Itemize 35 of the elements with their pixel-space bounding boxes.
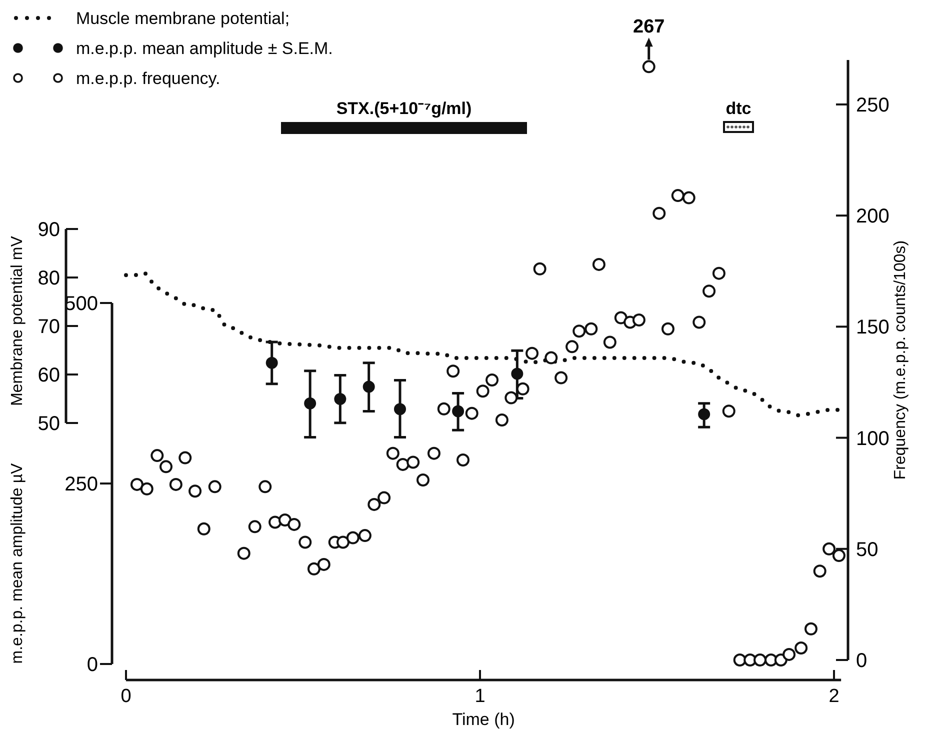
point bbox=[452, 405, 464, 418]
y2-tick-label: 0 bbox=[86, 654, 98, 676]
point bbox=[362, 380, 375, 393]
line-series bbox=[124, 271, 840, 418]
x-tick-label: 2 bbox=[828, 686, 840, 707]
legend-label: Muscle membrane potential; bbox=[76, 9, 290, 28]
y-tick-label: 100 bbox=[856, 428, 890, 450]
y3-tick-label: 60 bbox=[38, 364, 60, 386]
point bbox=[698, 408, 710, 420]
y-tick-label: 200 bbox=[856, 206, 890, 228]
y3-tick-label: 50 bbox=[38, 413, 60, 435]
x-axis-title: Time (h) bbox=[452, 710, 515, 729]
y-tick-label: 50 bbox=[856, 538, 878, 561]
annotation: dtc bbox=[726, 99, 752, 118]
annotation: STX.(5+10⁻⁷g/ml) bbox=[336, 99, 472, 118]
x-tick-label: 0 bbox=[120, 686, 132, 707]
y2-tick-label: 250 bbox=[64, 474, 98, 496]
y2-axis-title: m.e.p.p. mean amplitude µV bbox=[9, 462, 26, 664]
point bbox=[266, 356, 278, 369]
point bbox=[334, 393, 346, 406]
y-tick-label: 150 bbox=[856, 316, 890, 339]
legend-label: m.e.p.p. mean amplitude ± S.E.M. bbox=[76, 39, 333, 58]
legend-label: m.e.p.p. frequency. bbox=[76, 69, 220, 88]
point bbox=[304, 397, 316, 410]
x-tick-label: 1 bbox=[474, 686, 486, 707]
y3-tick-label: 70 bbox=[38, 316, 60, 338]
point bbox=[394, 403, 406, 416]
y3-tick-label: 90 bbox=[38, 219, 60, 241]
y3-tick-label: 80 bbox=[38, 268, 60, 290]
y-tick-label: 0 bbox=[856, 650, 868, 672]
y3-axis-title: Membrane potential mV bbox=[9, 236, 26, 406]
y-tick-label: 250 bbox=[856, 94, 890, 116]
y-axis-title: Frequency (m.e.p.p. counts/100s) bbox=[892, 240, 909, 480]
point bbox=[511, 368, 524, 380]
data-label: 267 bbox=[633, 16, 665, 38]
